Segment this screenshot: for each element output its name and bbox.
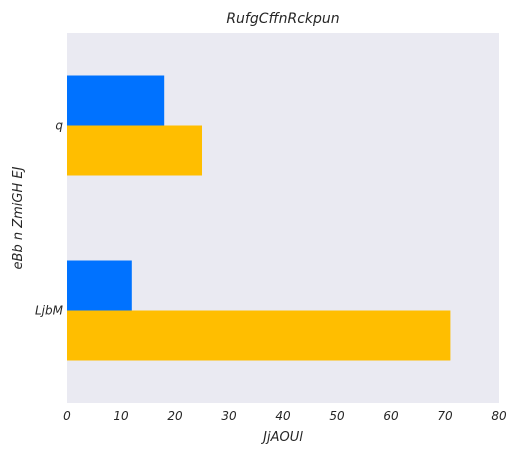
x-tick-label: 60: [383, 409, 399, 423]
x-tick-label: 0: [63, 409, 71, 423]
y-tick-labels: q LjbM: [35, 119, 64, 318]
chart-title: RufgCffnRckpun: [226, 11, 339, 27]
bars-layer: [67, 75, 451, 361]
y-tick-label: q: [55, 119, 63, 133]
x-tick-label: 10: [113, 409, 129, 423]
x-tick-labels: 0 10 20 30 40 50 60 70 80: [63, 409, 507, 423]
y-tick-label: LjbM: [35, 304, 64, 318]
y-axis-label: eBb n ZmiGH EJ: [11, 166, 26, 269]
x-tick-label: 50: [329, 409, 345, 423]
bar-LjbM-series-2: [67, 310, 451, 361]
x-tick-label: 30: [221, 409, 237, 423]
bar-q-series-1: [67, 75, 165, 126]
x-tick-label: 70: [437, 409, 453, 423]
bar-q-series-2: [67, 125, 202, 176]
bar-LjbM-series-1: [67, 260, 132, 311]
x-tick-label: 80: [491, 409, 507, 423]
x-axis-label: JjAOUl: [260, 430, 303, 445]
x-tick-label: 20: [167, 409, 183, 423]
x-tick-label: 40: [275, 409, 291, 423]
